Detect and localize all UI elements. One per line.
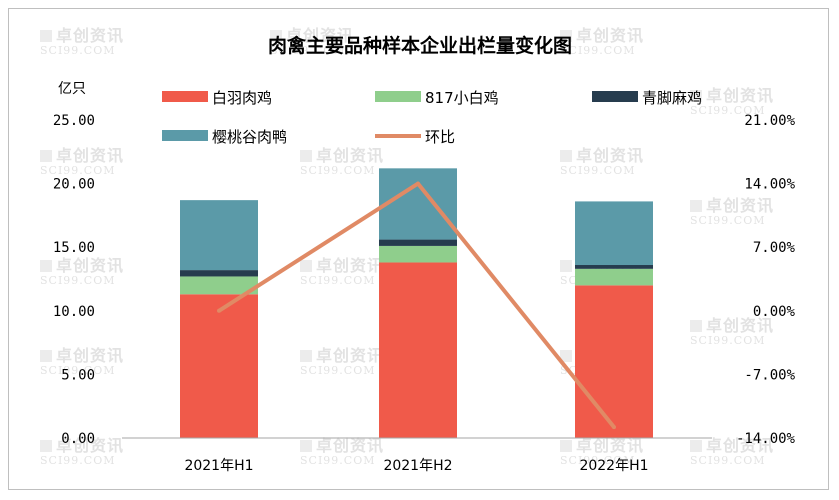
- left-tick-label: 25.00: [53, 113, 95, 129]
- legend-label: 817小白鸡: [425, 89, 499, 107]
- legend-swatch: [375, 91, 421, 102]
- legend-item: 樱桃谷肉鸭: [162, 128, 287, 146]
- bar-segment: [180, 294, 258, 438]
- legend-label: 樱桃谷肉鸭: [212, 128, 287, 146]
- left-tick-label: 20.00: [53, 177, 95, 193]
- chart-title: 肉禽主要品种样本企业出栏量变化图: [268, 34, 572, 57]
- line-point: [612, 425, 616, 430]
- right-tick-label: 0.00%: [753, 304, 796, 320]
- legend-label: 白羽肉鸡: [212, 89, 272, 107]
- line-point: [217, 308, 221, 313]
- legend-item: 环比: [375, 128, 455, 146]
- bar-segment: [575, 268, 653, 286]
- category-labels: 2021年H1 2021年H2 2022年H1: [184, 458, 648, 474]
- bar-segment: [379, 168, 457, 240]
- left-tick-label: 0.00: [61, 431, 95, 447]
- category-label: 2021年H1: [184, 458, 253, 474]
- y-axis-unit-label: 亿只: [58, 81, 86, 97]
- right-tick-label: 21.00%: [744, 113, 795, 129]
- right-tick-label: 14.00%: [744, 177, 795, 193]
- bar-segment: [575, 201, 653, 266]
- bar-segment: [180, 276, 258, 295]
- bar-segment: [379, 239, 457, 246]
- category-label: 2022年H1: [579, 458, 648, 474]
- bar-segment: [180, 200, 258, 271]
- bar-segment: [379, 245, 457, 263]
- left-tick-label: 15.00: [53, 240, 95, 256]
- legend-swatch: [592, 91, 638, 102]
- category-label: 2021年H2: [383, 458, 452, 474]
- legend-item: 白羽肉鸡: [162, 89, 272, 107]
- left-tick-label: 5.00: [61, 367, 95, 383]
- bar-segment: [180, 270, 258, 277]
- legend-label: 青脚麻鸡: [642, 89, 702, 107]
- line-point: [416, 181, 420, 186]
- bar-group: [180, 168, 653, 438]
- bar-segment: [379, 262, 457, 438]
- legend-item: 青脚麻鸡: [592, 89, 702, 107]
- legend-label: 环比: [425, 128, 455, 146]
- legend-swatch: [162, 91, 208, 102]
- right-tick-label: 7.00%: [753, 240, 796, 256]
- line-series-group: [217, 181, 616, 430]
- bar-segment: [575, 265, 653, 269]
- left-tick-labels: 0.00 5.00 10.00 15.00 20.00 25.00: [53, 113, 95, 447]
- bar-segment: [575, 285, 653, 438]
- right-tick-labels: -14.00% -7.00% 0.00% 7.00% 14.00% 21.00%: [736, 113, 796, 447]
- right-tick-label: -7.00%: [744, 367, 795, 383]
- right-tick-label: -14.00%: [736, 431, 796, 447]
- legend-swatch: [162, 130, 208, 141]
- left-tick-label: 10.00: [53, 304, 95, 320]
- legend-item: 817小白鸡: [375, 89, 499, 107]
